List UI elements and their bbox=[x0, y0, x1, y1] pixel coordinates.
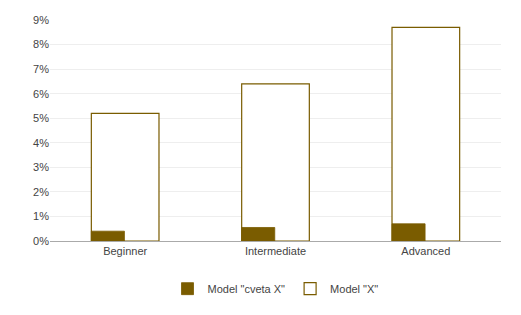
svg-text:Model "X": Model "X" bbox=[330, 283, 378, 295]
svg-text:5%: 5% bbox=[33, 112, 49, 124]
svg-text:2%: 2% bbox=[33, 186, 49, 198]
svg-text:Intermediate: Intermediate bbox=[245, 245, 306, 257]
svg-text:Model "cveta X": Model "cveta X" bbox=[208, 283, 286, 295]
svg-text:4%: 4% bbox=[33, 137, 49, 149]
svg-text:0%: 0% bbox=[33, 235, 49, 247]
svg-text:8%: 8% bbox=[33, 38, 49, 50]
svg-text:9%: 9% bbox=[33, 14, 49, 26]
svg-text:1%: 1% bbox=[33, 210, 49, 222]
svg-text:3%: 3% bbox=[33, 161, 49, 173]
svg-text:7%: 7% bbox=[33, 63, 49, 75]
svg-text:Beginner: Beginner bbox=[103, 245, 147, 257]
svg-text:6%: 6% bbox=[33, 88, 49, 100]
svg-text:Advanced: Advanced bbox=[401, 245, 450, 257]
